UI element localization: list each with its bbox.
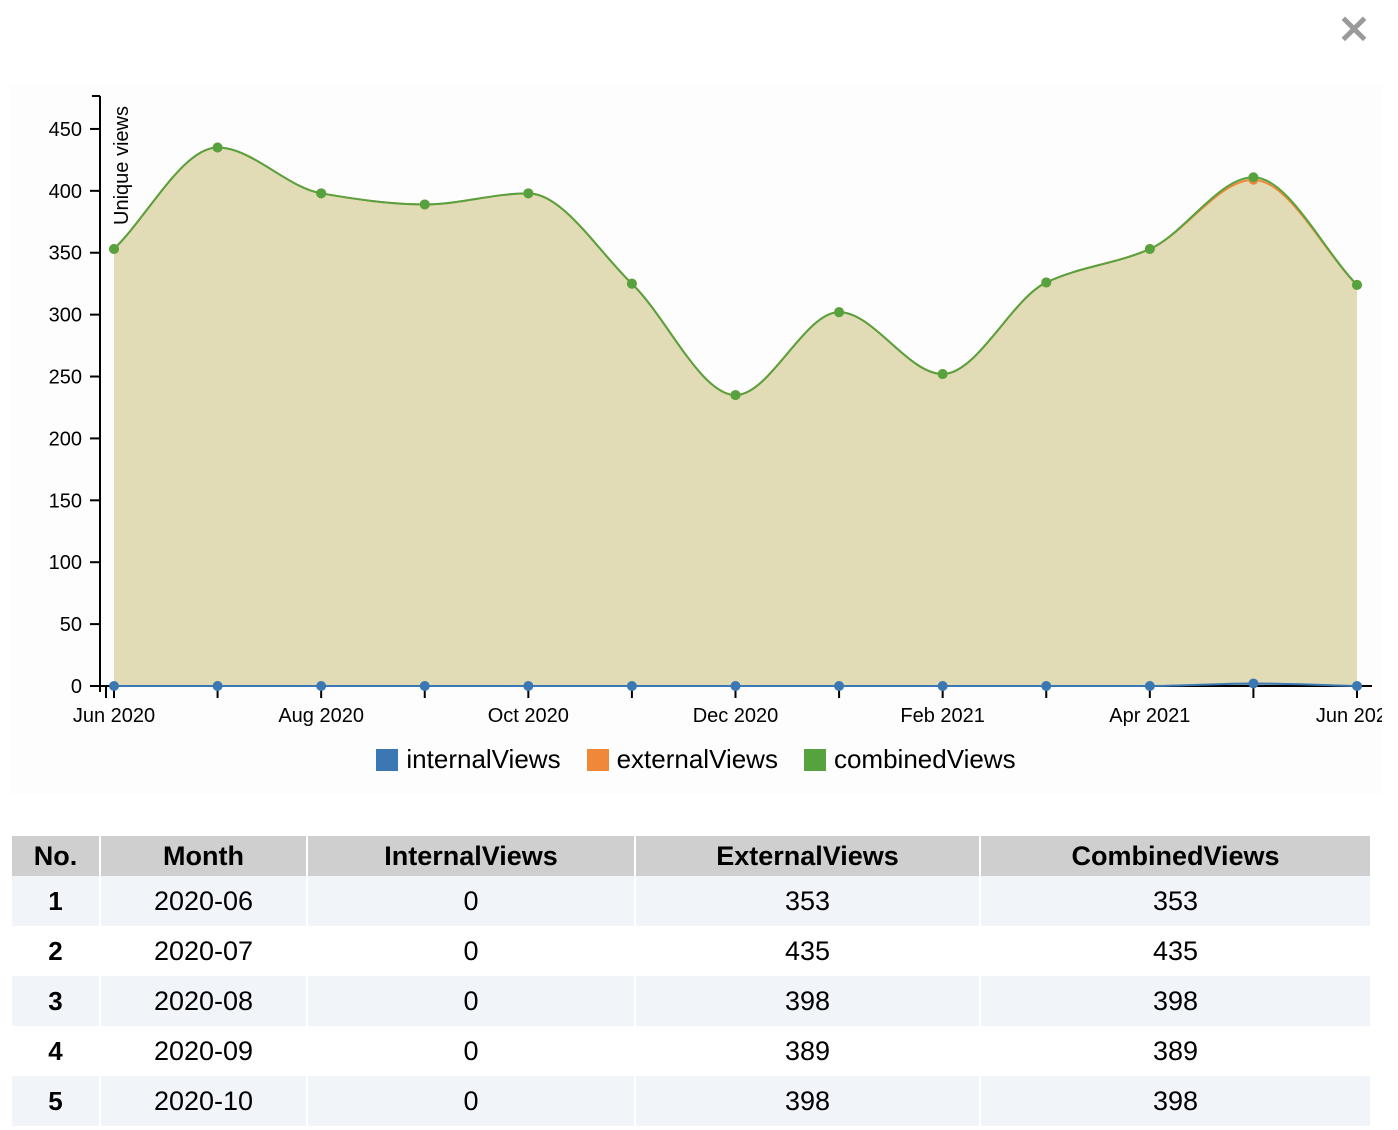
cell-external-views: 398 [635,1076,981,1126]
cell-combined-views: 398 [980,976,1370,1026]
point-internalViews [626,681,637,691]
close-icon[interactable]: × [1336,3,1372,52]
cell-external-views: 353 [635,876,981,926]
y-tick-label: 200 [49,428,82,450]
table-header-row: No. Month InternalViews ExternalViews Co… [12,836,1370,876]
point-combinedViews [937,369,948,380]
cell-no: 4 [12,1026,101,1076]
cell-combined-views: 398 [980,1076,1370,1126]
point-combinedViews [1248,172,1259,183]
point-combinedViews [1352,279,1362,290]
point-combinedViews [109,244,119,255]
legend-swatch [803,748,826,771]
y-tick-label: 0 [71,676,82,698]
point-combinedViews [419,199,430,210]
point-internalViews [834,681,845,691]
cell-combined-views: 353 [980,876,1370,926]
legend-swatch [586,748,609,771]
point-combinedViews [626,278,637,289]
point-internalViews [419,681,430,691]
point-internalViews [1248,678,1259,689]
views-table: No. Month InternalViews ExternalViews Co… [12,836,1370,1126]
table-row: 3 2020-08 0 398 398 [12,976,1370,1026]
y-tick-label: 350 [49,243,82,265]
x-tick-label: Jun 2021 [1316,705,1382,727]
cell-external-views: 398 [635,976,981,1026]
cell-combined-views: 389 [980,1026,1370,1076]
area-externalViews [114,147,1357,686]
point-internalViews [1041,681,1052,691]
column-header-internal-views[interactable]: InternalViews [307,836,636,876]
cell-month: 2020-09 [100,1026,308,1076]
table-row: 4 2020-09 0 389 389 [12,1026,1370,1076]
x-tick-label: Aug 2020 [278,705,364,727]
legend-label: combinedViews [833,744,1016,774]
x-tick-label: Oct 2020 [488,705,569,727]
chart-panel: 0 50 100 150 200 250 300 350 400 450 Jun 2020 Aug 2… [10,84,1382,794]
column-header-combined-views[interactable]: CombinedViews [980,836,1370,876]
column-header-no[interactable]: No. [12,836,101,876]
chart-legend: internalViews externalViews combinedViews [10,744,1382,775]
cell-internal-views: 0 [307,976,636,1026]
cell-external-views: 389 [635,1026,981,1076]
point-internalViews [523,681,534,691]
point-internalViews [212,681,223,691]
point-combinedViews [834,307,845,318]
table-row: 5 2020-10 0 398 398 [12,1076,1370,1126]
point-internalViews [1352,681,1362,691]
y-tick-label: 300 [49,305,82,327]
point-combinedViews [316,188,327,199]
point-internalViews [109,681,119,691]
y-tick-label: 250 [49,367,82,389]
cell-no: 3 [12,976,101,1026]
y-axis-label: Unique views [111,106,133,225]
table-row: 2 2020-07 0 435 435 [12,926,1370,976]
point-internalViews [316,681,327,691]
point-combinedViews [1144,244,1155,255]
cell-no: 1 [12,876,101,926]
x-tick-label: Apr 2021 [1109,705,1190,727]
x-tick-label: Jun 2020 [73,705,155,727]
column-header-month[interactable]: Month [100,836,308,876]
point-combinedViews [212,142,223,153]
point-combinedViews [730,390,741,401]
cell-internal-views: 0 [307,926,636,976]
cell-month: 2020-10 [100,1076,308,1126]
legend-item-internalViews[interactable]: internalViews [376,744,561,775]
legend-label: internalViews [406,744,561,774]
column-header-external-views[interactable]: ExternalViews [635,836,981,876]
legend-item-externalViews[interactable]: externalViews [586,744,778,775]
cell-internal-views: 0 [307,876,636,926]
cell-internal-views: 0 [307,1076,636,1126]
point-internalViews [730,681,741,691]
y-tick-label: 100 [49,552,82,574]
y-tick-label: 150 [49,490,82,512]
y-tick-label: 400 [49,181,82,203]
cell-external-views: 435 [635,926,981,976]
cell-internal-views: 0 [307,1026,636,1076]
y-tick-label: 50 [60,614,82,636]
table-row: 1 2020-06 0 353 353 [12,876,1370,926]
point-internalViews [1144,681,1155,691]
legend-label: externalViews [616,744,778,774]
point-combinedViews [1041,277,1052,288]
x-tick-label: Dec 2020 [693,705,779,727]
legend-swatch [376,748,399,771]
y-tick-label: 450 [49,119,82,141]
cell-combined-views: 435 [980,926,1370,976]
cell-no: 2 [12,926,101,976]
area-combinedViews [114,147,1357,686]
cell-month: 2020-07 [100,926,308,976]
cell-month: 2020-08 [100,976,308,1026]
legend-item-combinedViews[interactable]: combinedViews [803,744,1016,775]
point-internalViews [937,681,948,691]
views-chart: 0 50 100 150 200 250 300 350 400 450 Jun 2020 Aug 2… [49,95,1382,727]
cell-month: 2020-06 [100,876,308,926]
point-combinedViews [523,188,534,199]
x-tick-label: Feb 2021 [900,705,985,727]
cell-no: 5 [12,1076,101,1126]
